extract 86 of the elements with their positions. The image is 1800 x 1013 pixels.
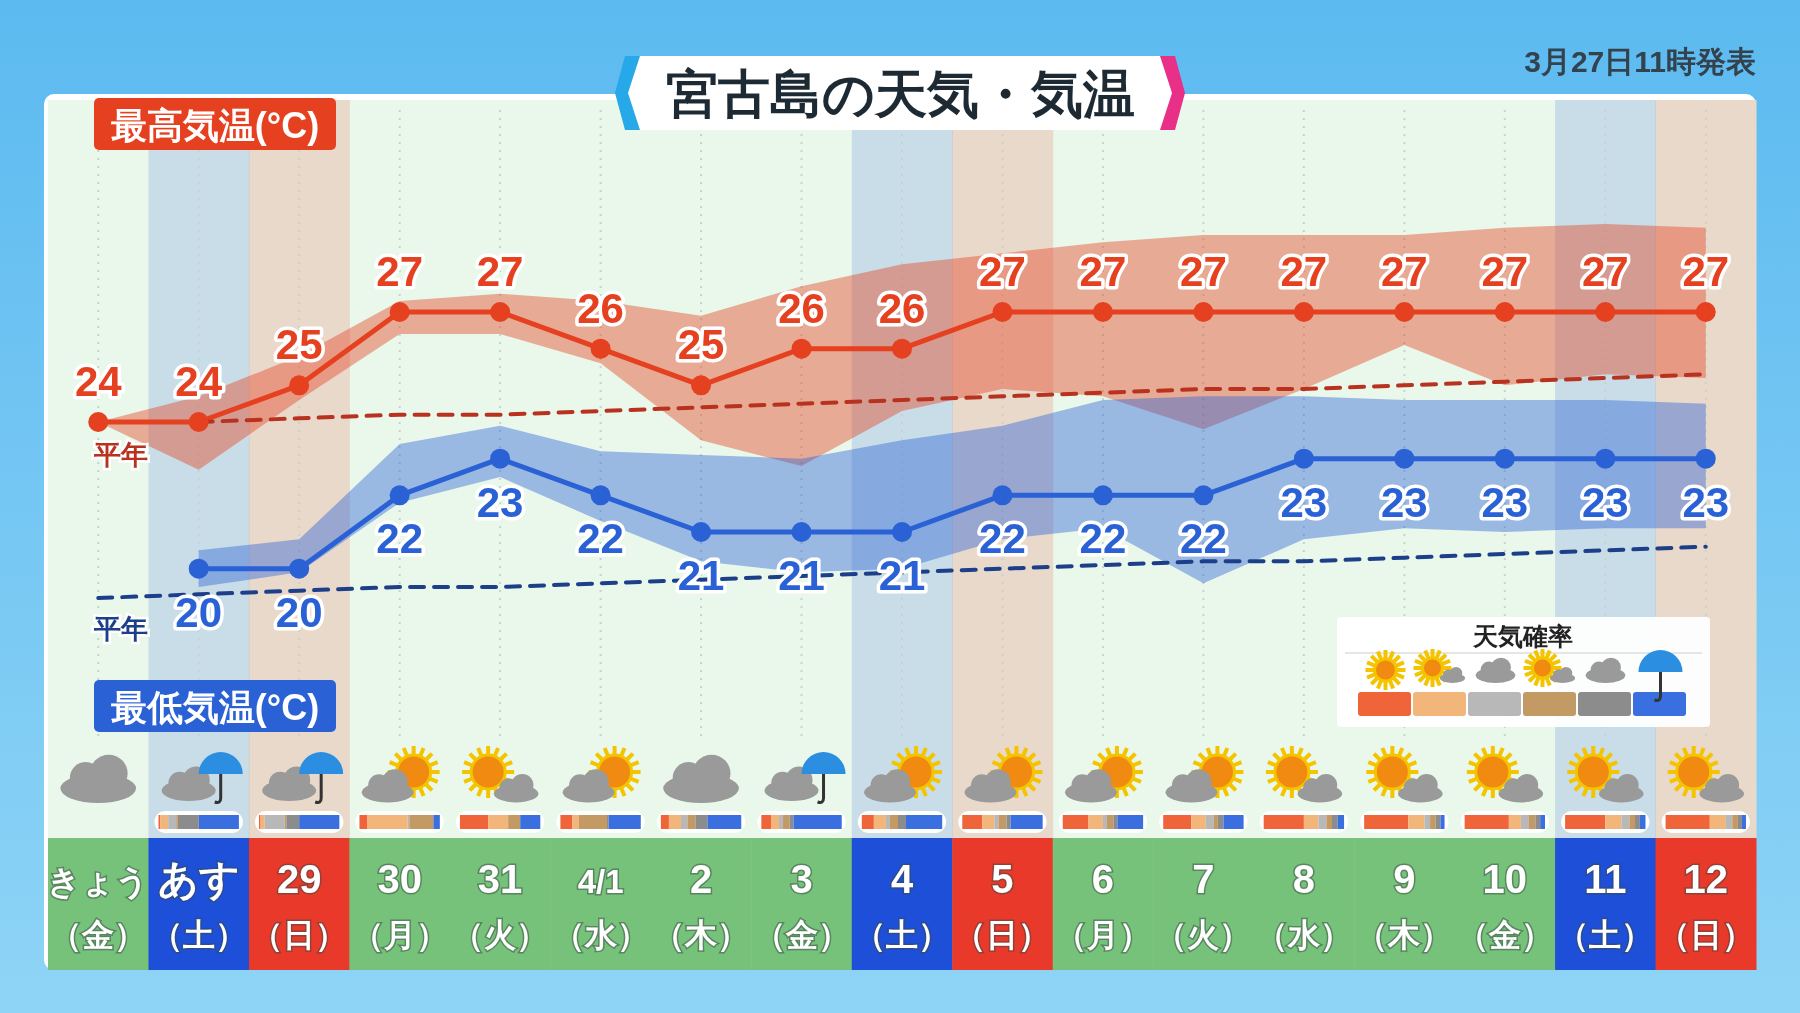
point (289, 375, 310, 396)
data-label: 27 (1581, 248, 1629, 295)
data-label: 26 (878, 284, 926, 332)
data-label: 20 (175, 588, 223, 636)
data-label: 23 (476, 478, 524, 526)
point (188, 412, 209, 432)
point (1595, 448, 1616, 469)
x-tick-label: 5（日） (954, 857, 1051, 953)
point (1595, 302, 1616, 322)
point (1494, 448, 1515, 469)
x-tick-label: 9（木） (1356, 857, 1453, 953)
x-tick-label: 30（月） (351, 857, 448, 953)
point (88, 412, 109, 432)
x-tick-label: 29（日） (251, 857, 348, 953)
point (289, 558, 310, 579)
data-label: 23 (1380, 478, 1428, 526)
x-tick-label: 2（木） (653, 857, 750, 953)
text: 最低気温(°C) (110, 687, 320, 728)
data-label: 23 (1481, 478, 1529, 526)
text: 天気確率 (1472, 622, 1573, 650)
point (691, 375, 712, 396)
x-tick-label: 10（金） (1456, 857, 1553, 953)
data-label: 22 (1079, 515, 1127, 563)
x-tick-label: 31（火） (452, 857, 549, 953)
point (1092, 302, 1113, 322)
point (1293, 448, 1314, 469)
text: 最高気温(°C) (110, 105, 320, 146)
x-tick-label: 8（水） (1255, 857, 1352, 953)
point (791, 338, 812, 359)
point (590, 485, 611, 506)
point (1695, 302, 1716, 322)
x-tick-label: 4（土） (854, 857, 950, 953)
data-label: 20 (275, 588, 323, 636)
point (992, 302, 1013, 322)
x-tick-label: きょう（金） (47, 863, 150, 953)
data-label: 22 (979, 515, 1026, 563)
text: 3月27日11時発表 (1524, 45, 1756, 78)
data-label: 27 (476, 248, 524, 295)
data-label: 27 (1280, 248, 1328, 295)
point (892, 522, 912, 542)
data-label: 23 (1682, 478, 1730, 526)
data-label: 23 (1280, 478, 1328, 526)
data-label: 27 (1180, 248, 1227, 295)
x-tick-label: 12（日） (1657, 857, 1754, 953)
point (791, 522, 812, 542)
point (1494, 302, 1515, 322)
point (1695, 448, 1716, 469)
data-label: 27 (1380, 248, 1428, 295)
x-tick-label: 6（月） (1054, 857, 1151, 953)
point (1394, 448, 1415, 469)
x-tick-label: 11（土） (1557, 857, 1654, 953)
point (389, 302, 410, 322)
point (490, 302, 511, 322)
x-tick-label: 3（金） (753, 857, 850, 953)
point (490, 448, 511, 469)
x-tick-label: 4/1（水） (552, 863, 649, 953)
series-label: 平年 (93, 440, 149, 470)
point (389, 485, 410, 506)
data-label: 22 (1180, 515, 1227, 563)
x-tick-label: あす（土） (150, 857, 247, 953)
data-label: 26 (778, 284, 825, 332)
data-label: 25 (677, 321, 725, 369)
point (691, 522, 712, 542)
data-label: 27 (1079, 248, 1127, 295)
series-label: 平年 (93, 614, 149, 645)
data-label: 27 (1682, 248, 1730, 295)
data-label: 27 (979, 248, 1026, 295)
data-label: 24 (74, 358, 123, 405)
data-label: 27 (1481, 248, 1529, 295)
point (1293, 302, 1314, 322)
point (892, 338, 912, 359)
data-label: 23 (1581, 478, 1629, 526)
point (1193, 485, 1214, 506)
data-label: 25 (275, 321, 323, 369)
data-label: 24 (175, 358, 223, 405)
data-label: 27 (376, 248, 424, 295)
chart-title: 宮古島の天気・気温 (665, 65, 1135, 123)
point (188, 558, 209, 579)
point (1394, 302, 1415, 322)
point (992, 485, 1013, 506)
point (1193, 302, 1214, 322)
data-label: 22 (577, 515, 624, 563)
point (1092, 485, 1113, 506)
data-label: 22 (376, 515, 424, 563)
x-tick-label: 7（火） (1155, 857, 1252, 953)
point (590, 338, 611, 359)
